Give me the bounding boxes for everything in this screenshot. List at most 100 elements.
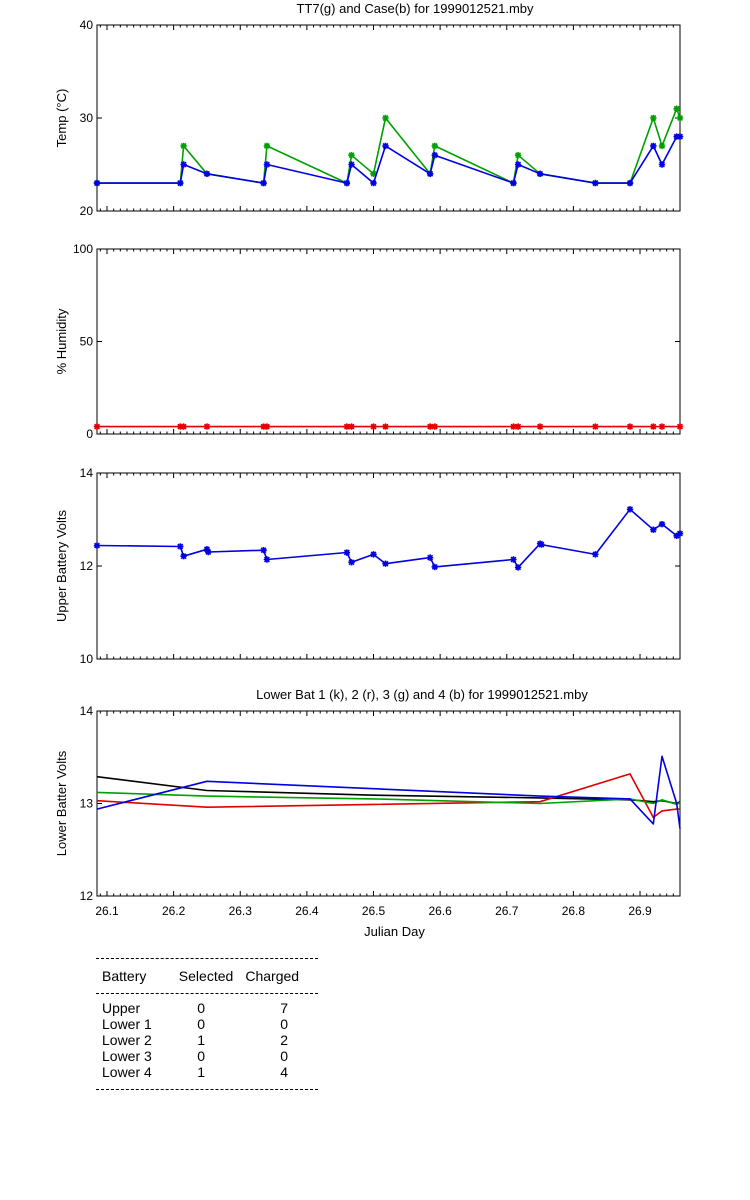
table-cell-charged: 7 xyxy=(280,1000,288,1016)
table-body: Upper 0 7 Lower 1 0 0 Lower 2 1 2 Lower … xyxy=(96,994,318,1089)
table-header-charged: Charged xyxy=(245,968,300,984)
series-line xyxy=(96,773,680,819)
data-point xyxy=(205,548,212,556)
data-point xyxy=(650,423,657,430)
chart-title: TT7(g) and Case(b) for 1999012521.mby xyxy=(296,1,534,16)
data-point xyxy=(93,542,101,549)
plot-frame xyxy=(96,248,681,435)
x-tick-label: 26.2 xyxy=(162,904,186,918)
chart-title: Lower Bat 1 (k), 2 (r), 3 (g) and 4 (b) … xyxy=(256,687,588,702)
table-header-battery: Battery xyxy=(102,968,147,984)
table-row: Upper 0 7 xyxy=(96,1000,318,1016)
plot-frame xyxy=(96,472,681,660)
data-point xyxy=(650,526,657,533)
data-point xyxy=(177,423,184,430)
data-point xyxy=(626,506,634,513)
data-point xyxy=(180,423,187,430)
data-point xyxy=(426,554,434,561)
data-point xyxy=(592,551,599,558)
table-cell-battery: Lower 2 xyxy=(102,1032,152,1048)
data-point xyxy=(203,546,211,553)
data-point xyxy=(650,114,657,122)
data-point xyxy=(676,530,684,537)
data-point xyxy=(348,559,355,566)
series-line xyxy=(96,508,681,569)
series xyxy=(93,423,684,430)
series-line xyxy=(96,755,681,829)
table-row: Lower 4 1 4 xyxy=(96,1064,318,1080)
chart-panel: 0 50 100 % Humidity xyxy=(54,242,684,441)
data-point xyxy=(93,179,101,187)
data-point xyxy=(260,423,267,430)
table-cell-selected: 0 xyxy=(197,1016,206,1032)
data-point xyxy=(180,553,187,560)
table-header-selected: Selected xyxy=(178,968,234,984)
data-point xyxy=(93,423,101,430)
y-axis-label: % Humidity xyxy=(54,308,69,374)
table-cell-battery: Lower 3 xyxy=(102,1048,152,1064)
table-cell-selected: 0 xyxy=(197,1048,206,1064)
data-point xyxy=(592,423,599,430)
x-tick-label: 26.8 xyxy=(562,904,586,918)
data-point xyxy=(538,541,545,548)
data-point xyxy=(370,423,377,430)
table-cell-battery: Lower 4 xyxy=(102,1064,152,1080)
table-cell-selected: 1 xyxy=(197,1064,206,1080)
data-point xyxy=(673,532,680,539)
data-point xyxy=(426,170,434,177)
data-point xyxy=(426,423,434,430)
series xyxy=(93,506,684,571)
y-tick-label: 50 xyxy=(80,335,94,349)
data-point xyxy=(343,423,351,430)
x-axis-label: Julian Day xyxy=(364,924,425,939)
data-point xyxy=(348,161,355,168)
y-tick-label: 14 xyxy=(80,466,94,480)
table-row: Lower 2 1 2 xyxy=(96,1032,318,1048)
data-point xyxy=(370,551,377,558)
data-point xyxy=(343,179,351,187)
data-point xyxy=(382,114,389,122)
data-point xyxy=(658,520,666,528)
data-point xyxy=(676,114,684,122)
data-point xyxy=(510,179,517,187)
data-point xyxy=(514,564,522,571)
data-point xyxy=(592,179,599,187)
table-cell-charged: 4 xyxy=(280,1064,288,1080)
data-point xyxy=(180,142,187,150)
data-point xyxy=(626,423,634,430)
data-point xyxy=(180,161,187,168)
data-point xyxy=(673,105,680,112)
data-point xyxy=(382,423,389,430)
data-point xyxy=(676,423,684,430)
data-point xyxy=(650,142,657,150)
data-point xyxy=(510,423,517,430)
data-point xyxy=(431,142,439,150)
data-point xyxy=(348,152,355,159)
y-tick-label: 40 xyxy=(80,18,94,32)
y-tick-label: 12 xyxy=(80,559,94,573)
data-point xyxy=(263,423,271,430)
y-tick-label: 100 xyxy=(73,242,93,256)
y-tick-label: 30 xyxy=(80,111,94,125)
data-point xyxy=(514,423,522,430)
data-point xyxy=(263,161,271,168)
table-bottom-rule xyxy=(96,1089,318,1090)
data-point xyxy=(177,179,184,187)
chart-panel: 20 30 40 Temp (°C) TT7(g) and Case(b) for 19… xyxy=(54,1,684,218)
data-point xyxy=(343,549,351,556)
x-axis-ticks xyxy=(99,25,681,211)
data-point xyxy=(260,546,267,554)
data-point xyxy=(658,423,666,430)
data-point xyxy=(177,543,184,550)
table-header-rule xyxy=(96,993,318,994)
table-cell-selected: 1 xyxy=(197,1032,206,1048)
data-point xyxy=(370,170,377,177)
chart-panel: 10 12 14 Upper Battery Volts xyxy=(54,466,684,666)
table-cell-battery: Lower 1 xyxy=(102,1016,152,1032)
x-axis-ticks xyxy=(99,711,681,896)
y-axis-label: Lower Batter Volts xyxy=(54,750,69,856)
x-tick-label: 26.6 xyxy=(428,904,452,918)
y-tick-label: 12 xyxy=(80,889,94,903)
series-line xyxy=(97,135,680,184)
table-row: Lower 3 0 0 xyxy=(96,1048,318,1064)
